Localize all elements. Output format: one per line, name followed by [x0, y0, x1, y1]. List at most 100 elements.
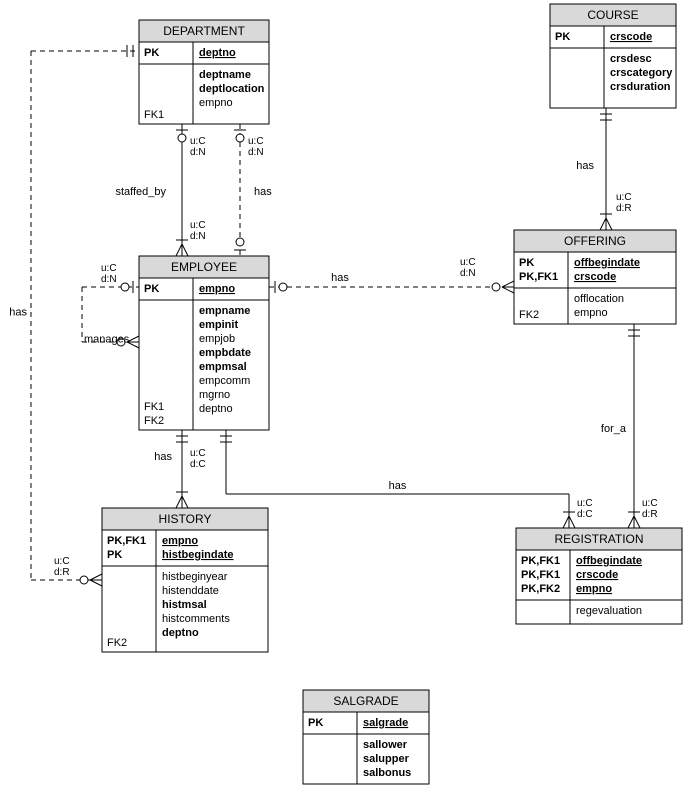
cardinality: d:N: [190, 147, 206, 158]
entity-registration: REGISTRATION PK,FK1 PK,FK1 PK,FK2 offbeginda…: [516, 528, 682, 624]
pk-attr: empno: [199, 283, 235, 295]
attr: empno: [574, 307, 608, 319]
entity-offering: OFFERING PK PK,FK1 offbegindate crscode FK2 of…: [514, 230, 676, 324]
cardinality: u:C: [190, 448, 206, 459]
entity-title: REGISTRATION: [554, 532, 643, 546]
attr: crsdesc: [610, 53, 652, 65]
attr: regevaluation: [576, 605, 642, 617]
attr: offlocation: [574, 293, 624, 305]
entity-title: EMPLOYEE: [171, 260, 237, 274]
rel-label: has: [9, 307, 27, 319]
entity-department: DEPARTMENT PK deptno FK1 deptname deptlocatio…: [139, 20, 269, 124]
cardinality: u:C: [642, 498, 658, 509]
pk-label: PK: [555, 31, 570, 43]
entity-title: SALGRADE: [333, 694, 398, 708]
pk-attr: crscode: [574, 271, 616, 283]
pk-attr: crscode: [610, 31, 652, 43]
pk-label: PK: [519, 257, 534, 269]
attr: empno: [199, 97, 233, 109]
rel-label: has: [576, 160, 594, 172]
rel-label: has: [154, 451, 172, 463]
cardinality: u:C: [616, 192, 632, 203]
rel-label: for_a: [601, 423, 627, 435]
attr: deptlocation: [199, 83, 265, 95]
pk-label: PK: [144, 47, 159, 59]
attr: empinit: [199, 319, 238, 331]
pk-attr: empno: [162, 535, 198, 547]
entity-title: HISTORY: [159, 512, 212, 526]
pk-label: PK,FK2: [521, 583, 560, 595]
attr: mgrno: [199, 389, 230, 401]
cardinality: d:N: [460, 268, 476, 279]
attr: salbonus: [363, 767, 411, 779]
entity-course: COURSE PK crscode crsdesc crscategory crsdura…: [550, 4, 676, 108]
entity-title: OFFERING: [564, 234, 626, 248]
cardinality: u:C: [460, 257, 476, 268]
entity-salgrade: SALGRADE PK salgrade sallower salupper salbon…: [303, 690, 429, 784]
entity-title: DEPARTMENT: [163, 24, 245, 38]
entity-employee: EMPLOYEE PK empno FK1 FK2 empname empinit empjo…: [139, 256, 269, 430]
fk-label: FK2: [107, 637, 127, 649]
rel-label: has: [389, 480, 407, 492]
pk-attr: offbegindate: [574, 257, 640, 269]
attr: empcomm: [199, 375, 250, 387]
rel-marker: [492, 281, 514, 293]
rel-marker: [80, 574, 102, 586]
cardinality: d:R: [54, 567, 70, 578]
rel-label: manages: [84, 334, 130, 346]
attr: sallower: [363, 739, 408, 751]
cardinality: u:C: [101, 263, 117, 274]
pk-attr: crscode: [576, 569, 618, 581]
attr: histenddate: [162, 585, 219, 597]
pk-attr: salgrade: [363, 717, 408, 729]
attr: histcomments: [162, 613, 230, 625]
rel-label: staffed_by: [115, 186, 166, 198]
rel-label: has: [331, 272, 349, 284]
attr: histmsal: [162, 599, 207, 611]
pk-attr: offbegindate: [576, 555, 642, 567]
attr: deptno: [162, 627, 199, 639]
cardinality: d:N: [248, 147, 264, 158]
pk-label: PK: [308, 717, 323, 729]
entity-history: HISTORY PK,FK1 PK empno histbegindate FK2 hist…: [102, 508, 268, 652]
attr: empname: [199, 305, 250, 317]
rel-marker: [234, 130, 246, 142]
rel-label: has: [254, 186, 272, 198]
rel-marker: [275, 281, 287, 293]
entity-title: COURSE: [587, 8, 638, 22]
attr: empbdate: [199, 347, 251, 359]
attr: crsduration: [610, 81, 671, 93]
fk-label: FK1: [144, 401, 164, 413]
cardinality: u:C: [190, 136, 206, 147]
attr: crscategory: [610, 67, 673, 79]
cardinality: u:C: [577, 498, 593, 509]
attr: deptno: [199, 403, 233, 415]
attr: deptname: [199, 69, 251, 81]
pk-attr: deptno: [199, 47, 236, 59]
cardinality: u:C: [248, 136, 264, 147]
cardinality: d:R: [616, 203, 632, 214]
pk-label: PK: [144, 283, 159, 295]
pk-attr: histbegindate: [162, 549, 234, 561]
attr: empmsal: [199, 361, 247, 373]
cardinality: d:R: [642, 509, 658, 520]
pk-label: PK,FK1: [521, 569, 560, 581]
pk-label: PK,FK1: [519, 271, 558, 283]
cardinality: d:C: [190, 459, 206, 470]
pk-label: PK,FK1: [107, 535, 146, 547]
cardinality: u:C: [54, 556, 70, 567]
fk-label: FK2: [144, 415, 164, 427]
pk-label: PK: [107, 549, 122, 561]
attr: histbeginyear: [162, 571, 228, 583]
fk-label: FK1: [144, 109, 164, 121]
cardinality: d:C: [577, 509, 593, 520]
cardinality: d:N: [190, 231, 206, 242]
rel-marker: [234, 238, 246, 250]
pk-label: PK,FK1: [521, 555, 560, 567]
fk-label: FK2: [519, 309, 539, 321]
attr: empjob: [199, 333, 235, 345]
attr: salupper: [363, 753, 410, 765]
cardinality: d:N: [101, 274, 117, 285]
pk-attr: empno: [576, 583, 612, 595]
cardinality: u:C: [190, 220, 206, 231]
